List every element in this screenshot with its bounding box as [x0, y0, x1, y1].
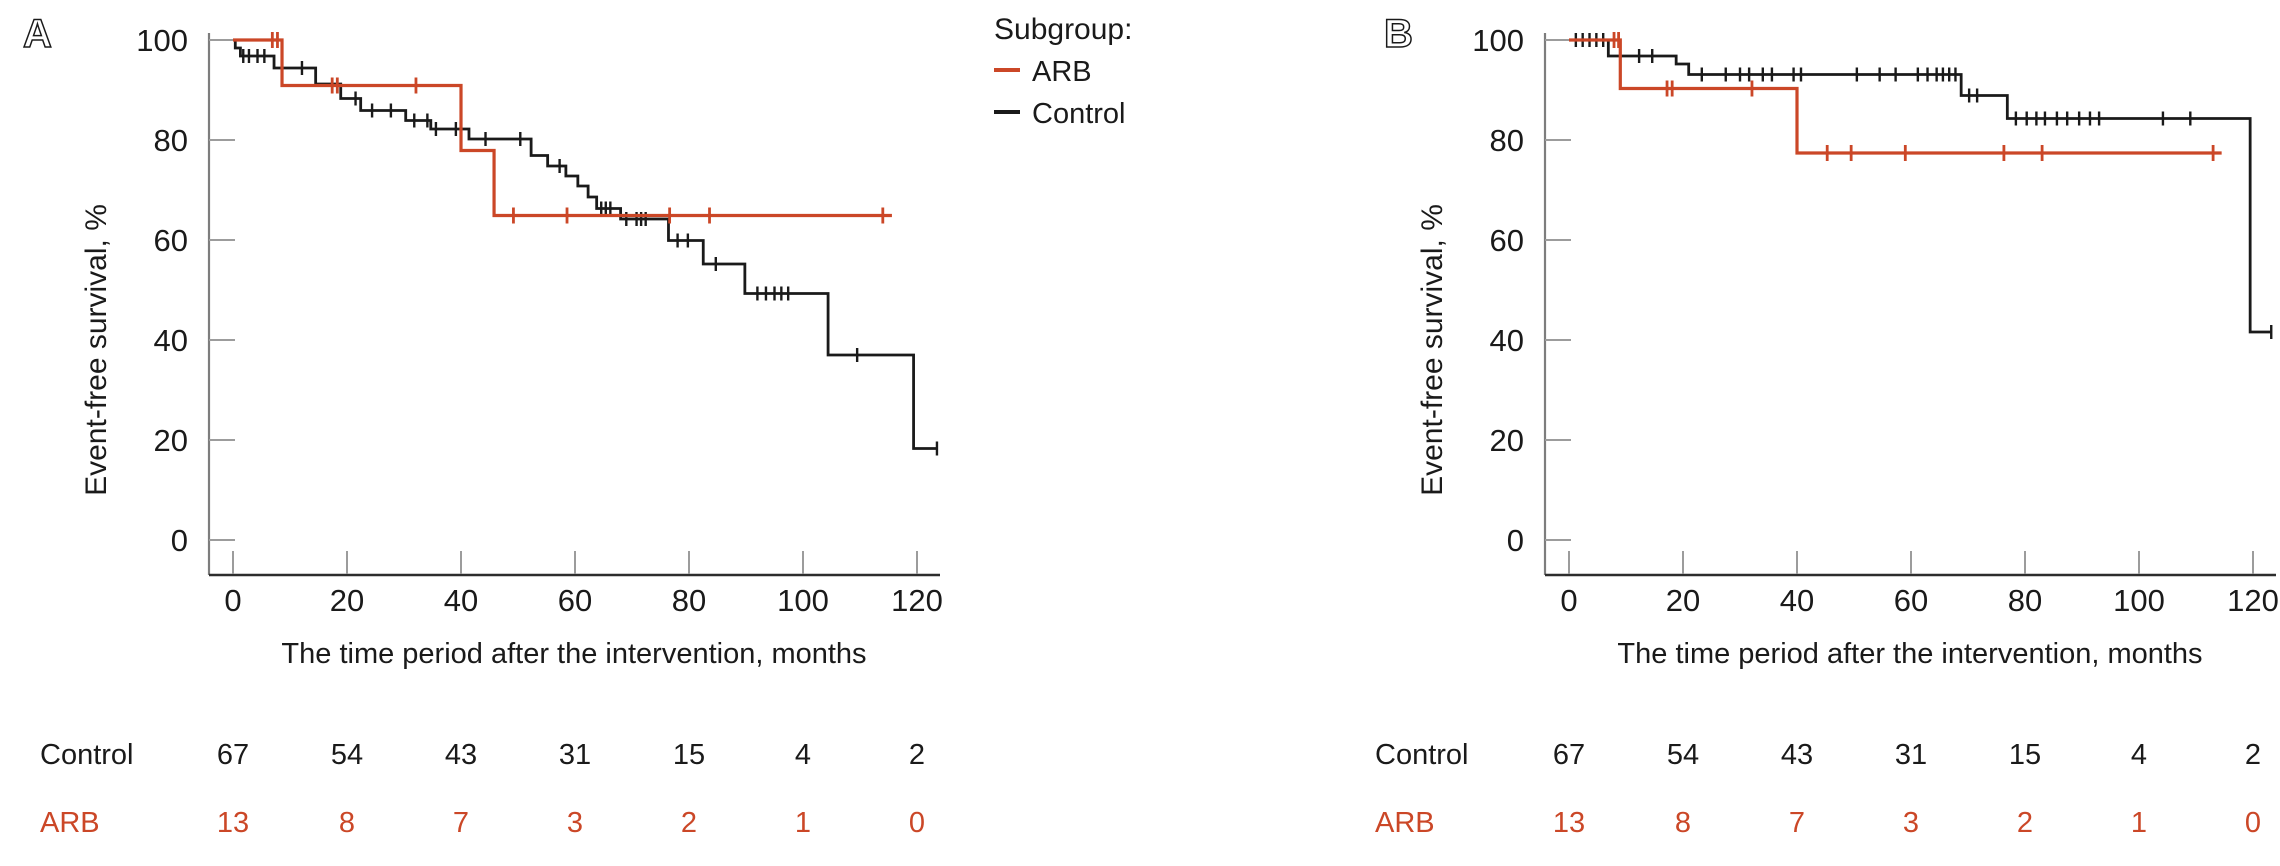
- y-tick-label-a: 60: [153, 223, 188, 258]
- x-axis-title-panel-b: The time period after the intervention, …: [1617, 638, 2203, 670]
- risk-count-control-a: 67: [216, 739, 250, 771]
- x-tick-label-a: 120: [891, 583, 943, 618]
- survival-curve-control-a: [233, 38, 937, 450]
- risk-count-control-a: 4: [794, 739, 812, 771]
- control-line-swatch: [994, 110, 1020, 115]
- y-tick-label-b: 60: [1489, 223, 1524, 258]
- risk-count-control-b: 67: [1552, 739, 1586, 771]
- survival-curve-control-b: [1569, 38, 2272, 334]
- risk-count-arb-b: 13: [1552, 807, 1586, 839]
- risk-count-arb-b: 7: [1788, 807, 1806, 839]
- y-tick-label-b: 20: [1489, 423, 1524, 458]
- x-tick-label-b: 0: [1560, 583, 1578, 618]
- legend-item-arb: ARB: [994, 56, 1132, 88]
- risk-count-control-a: 2: [908, 739, 926, 771]
- risk-count-arb-b: 0: [2244, 807, 2262, 839]
- x-tick-label-a: 40: [443, 583, 479, 618]
- risk-count-arb-a: 7: [452, 807, 470, 839]
- risk-count-arb-a: 2: [680, 807, 698, 839]
- risk-count-arb-a: 0: [908, 807, 926, 839]
- risk-count-arb-b: 2: [2016, 807, 2034, 839]
- x-tick-label-b: 60: [1893, 583, 1929, 618]
- y-tick-label-a: 0: [170, 523, 188, 558]
- risk-count-control-a: 15: [672, 739, 706, 771]
- y-tick-label-a: 80: [153, 123, 188, 158]
- x-tick-label-b: 120: [2227, 583, 2279, 618]
- survival-curve-arb-b: [1569, 38, 2222, 155]
- x-tick-label-a: 100: [777, 583, 829, 618]
- panel-letter-a: A: [23, 12, 52, 56]
- y-tick-label-b: 80: [1489, 123, 1524, 158]
- risk-row-label-arb-a: ARB: [40, 807, 100, 839]
- risk-count-arb-a: 1: [794, 807, 812, 839]
- x-tick-label-a: 80: [671, 583, 707, 618]
- risk-count-arb-b: 8: [1674, 807, 1692, 839]
- x-axis-title-panel-a: The time period after the intervention, …: [281, 638, 867, 670]
- risk-count-control-a: 54: [330, 739, 364, 771]
- y-tick-label-b: 0: [1506, 523, 1524, 558]
- risk-count-arb-a: 13: [216, 807, 250, 839]
- legend-item-control: Control: [994, 98, 1132, 130]
- risk-count-arb-b: 3: [1902, 807, 1920, 839]
- legend-item-label: Control: [1032, 98, 1126, 130]
- y-tick-label-a: 40: [153, 323, 188, 358]
- y-tick-label-a: 20: [153, 423, 188, 458]
- y-tick-label-a: 100: [136, 23, 188, 58]
- risk-count-control-b: 2: [2244, 739, 2262, 771]
- x-tick-label-a: 20: [329, 583, 365, 618]
- risk-count-arb-a: 3: [566, 807, 584, 839]
- panel-letter-b: B: [1384, 12, 1413, 56]
- survival-curve-arb-a: [233, 38, 892, 218]
- legend: Subgroup: ARB Control: [994, 14, 1132, 130]
- x-tick-label-b: 20: [1665, 583, 1701, 618]
- x-tick-label-b: 80: [2007, 583, 2043, 618]
- risk-row-label-arb-b: ARB: [1375, 807, 1435, 839]
- risk-count-arb-b: 1: [2130, 807, 2148, 839]
- risk-count-control-a: 43: [444, 739, 478, 771]
- risk-row-label-control-b: Control: [1375, 739, 1469, 771]
- risk-count-control-a: 31: [558, 739, 592, 771]
- y-tick-label-b: 40: [1489, 323, 1524, 358]
- x-tick-label-a: 60: [557, 583, 593, 618]
- risk-count-control-b: 31: [1894, 739, 1928, 771]
- x-tick-label-a: 0: [224, 583, 242, 618]
- arb-line-swatch: [994, 68, 1020, 73]
- risk-count-control-b: 15: [2008, 739, 2042, 771]
- legend-title: Subgroup:: [994, 13, 1133, 46]
- risk-row-label-control-a: Control: [40, 739, 134, 771]
- x-tick-label-b: 100: [2113, 583, 2165, 618]
- legend-item-label: ARB: [1032, 56, 1092, 88]
- risk-count-control-b: 54: [1666, 739, 1700, 771]
- y-tick-label-b: 100: [1472, 23, 1524, 58]
- risk-count-control-b: 4: [2130, 739, 2148, 771]
- x-tick-label-b: 40: [1779, 583, 1815, 618]
- risk-count-control-b: 43: [1780, 739, 1814, 771]
- risk-count-arb-a: 8: [338, 807, 356, 839]
